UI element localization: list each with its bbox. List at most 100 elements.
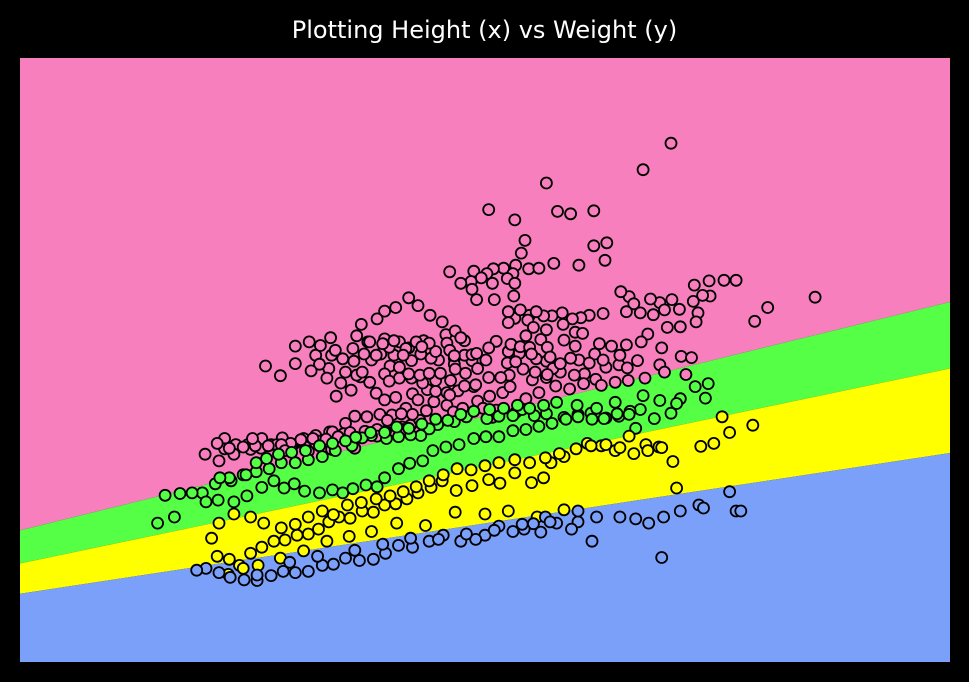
data-point-blue (432, 533, 445, 546)
data-point-yellow (274, 521, 288, 535)
data-point-pink (553, 357, 567, 371)
region-pink (20, 58, 950, 531)
data-point-yellow (666, 455, 680, 468)
data-point-yellow (501, 504, 515, 518)
data-point-pink (382, 374, 396, 388)
data-point-green (701, 377, 715, 391)
data-point-pink (664, 136, 678, 150)
data-point-yellow (378, 498, 392, 512)
data-point-blue (326, 557, 340, 571)
data-point-pink (593, 337, 606, 351)
data-point-yellow (478, 507, 492, 521)
data-point-blue (697, 501, 710, 515)
data-point-pink (376, 337, 390, 351)
data-point-yellow (508, 453, 522, 467)
data-point-green (378, 471, 392, 485)
data-point-pink (516, 362, 530, 376)
data-point-green (240, 489, 254, 503)
data-point-pink (483, 389, 497, 403)
data-point-blue (404, 531, 418, 545)
data-point-green (167, 510, 181, 524)
data-point-pink (608, 375, 622, 389)
data-point-pink (246, 432, 259, 445)
data-point-green (370, 480, 384, 494)
data-point-green (597, 412, 611, 426)
data-point-green (326, 483, 339, 497)
data-point-green (313, 439, 326, 453)
data-point-green (359, 478, 373, 492)
data-point-pink (369, 386, 383, 400)
data-point-pink (673, 320, 687, 334)
data-point-pink (540, 323, 553, 337)
data-point-green (636, 389, 650, 403)
data-point-pink (402, 291, 416, 305)
data-point-yellow (205, 531, 219, 545)
data-point-pink (392, 360, 406, 374)
data-point-pink (717, 273, 731, 287)
data-point-pink (355, 365, 369, 379)
data-point-blue (392, 539, 405, 552)
data-point-yellow (422, 474, 436, 488)
data-point-pink (636, 163, 650, 177)
data-point-pink (469, 378, 483, 392)
data-point-green (346, 482, 360, 496)
data-point-blue (642, 516, 656, 530)
data-point-pink (686, 294, 700, 308)
data-point-yellow (301, 527, 315, 541)
data-point-yellow (436, 468, 450, 482)
data-point-green (378, 426, 392, 439)
data-point-green (287, 477, 301, 491)
data-point-pink (525, 347, 538, 361)
data-point-blue (212, 566, 226, 579)
data-point-green (392, 462, 405, 476)
data-point-yellow (569, 442, 583, 456)
series-pink (198, 136, 822, 468)
data-point-yellow (315, 504, 329, 518)
data-point-pink (411, 299, 425, 313)
data-point-pink (594, 378, 608, 392)
data-point-green (315, 450, 329, 464)
data-point-pink (485, 276, 499, 290)
data-point-green (313, 486, 326, 500)
data-point-pink (508, 276, 522, 290)
data-point-yellow (244, 546, 258, 560)
data-point-green (479, 430, 493, 444)
data-point-yellow (622, 429, 636, 443)
data-point-pink (551, 204, 564, 218)
data-point-pink (529, 305, 543, 319)
chart-title: Plotting Height (x) vs Weight (y) (291, 16, 678, 44)
data-point-pink (288, 339, 302, 353)
data-point-pink (454, 276, 468, 290)
data-point-pink (702, 274, 716, 288)
data-point-green (227, 495, 241, 509)
data-point-pink (689, 315, 703, 329)
data-point-pink (674, 349, 688, 363)
data-point-green (255, 480, 269, 494)
data-point-blue (366, 552, 380, 566)
data-point-green (339, 434, 352, 448)
data-point-pink (808, 290, 822, 304)
data-point-blue (657, 510, 670, 524)
data-point-green (585, 412, 599, 426)
data-point-green (403, 456, 417, 470)
data-point-yellow (584, 439, 598, 453)
data-point-blue (223, 571, 237, 584)
data-point-green (571, 410, 585, 424)
data-point-yellow (297, 544, 311, 558)
data-point-pink (501, 316, 515, 330)
data-point-pink (540, 368, 554, 381)
data-point-pink (513, 303, 527, 317)
data-point-blue (348, 543, 362, 557)
data-point-pink (655, 341, 669, 355)
data-point-green (199, 495, 213, 509)
data-point-pink (448, 362, 462, 376)
data-point-blue (506, 525, 520, 538)
data-point-yellow (340, 498, 354, 512)
data-point-blue (590, 510, 603, 524)
data-point-pink (748, 314, 762, 328)
data-point-pink (380, 413, 394, 427)
data-point-yellow (236, 562, 250, 575)
data-point-pink (507, 289, 521, 303)
data-point-pink (596, 353, 610, 367)
data-point-pink (259, 359, 272, 373)
